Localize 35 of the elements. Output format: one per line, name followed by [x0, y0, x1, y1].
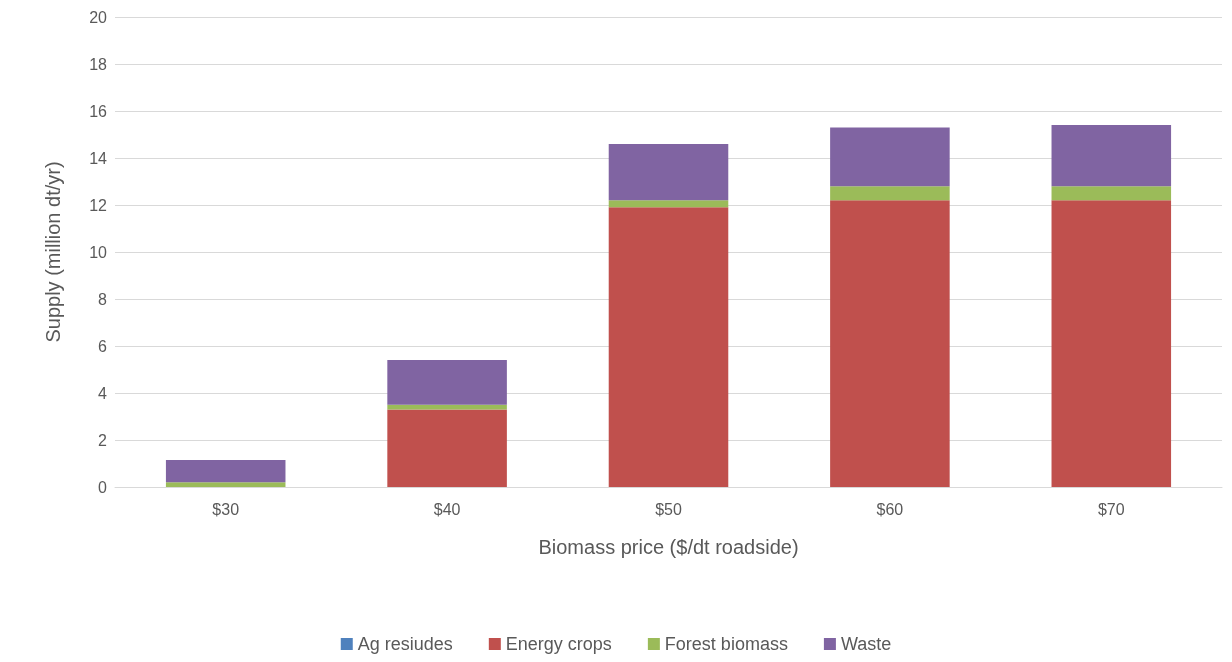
bar	[608, 207, 729, 487]
x-tick-label: $30	[212, 500, 240, 518]
y-tick-label: 14	[89, 149, 108, 167]
y-tick-label: 16	[89, 102, 108, 120]
bar	[1051, 125, 1172, 187]
y-tick-label: 8	[98, 290, 108, 308]
bar	[1051, 186, 1172, 201]
x-tick-label: $60	[876, 500, 904, 518]
bar	[608, 143, 729, 201]
legend-label: Ag resiudes	[357, 634, 453, 654]
bar	[1051, 200, 1172, 487]
bar	[830, 200, 950, 487]
x-tick-label: $50	[655, 500, 682, 518]
y-tick-label: 6	[98, 337, 108, 355]
y-tick-label: 2	[98, 431, 108, 449]
bar	[387, 360, 507, 405]
y-tick-label: 12	[89, 196, 108, 214]
bar	[608, 200, 729, 208]
legend-label: Forest biomass	[664, 634, 788, 654]
legend-label: Energy crops	[505, 634, 612, 654]
y-axis-title: Supply (million dt/yr)	[42, 161, 64, 343]
y-tick-label: 10	[89, 243, 108, 261]
y-tick-label: 4	[98, 384, 108, 402]
bar	[830, 127, 950, 187]
bar	[830, 186, 950, 201]
bar	[165, 482, 286, 487]
x-axis-title: Biomass price ($/dt roadside)	[538, 536, 799, 558]
x-tick-label: $40	[433, 500, 461, 518]
y-tick-label: 0	[98, 478, 108, 496]
legend-label: Waste	[840, 634, 892, 654]
bar	[165, 459, 286, 483]
x-tick-label: $70	[1097, 500, 1125, 518]
y-tick-label: 18	[89, 55, 108, 73]
y-tick-label: 20	[89, 8, 108, 26]
bar	[387, 409, 507, 487]
